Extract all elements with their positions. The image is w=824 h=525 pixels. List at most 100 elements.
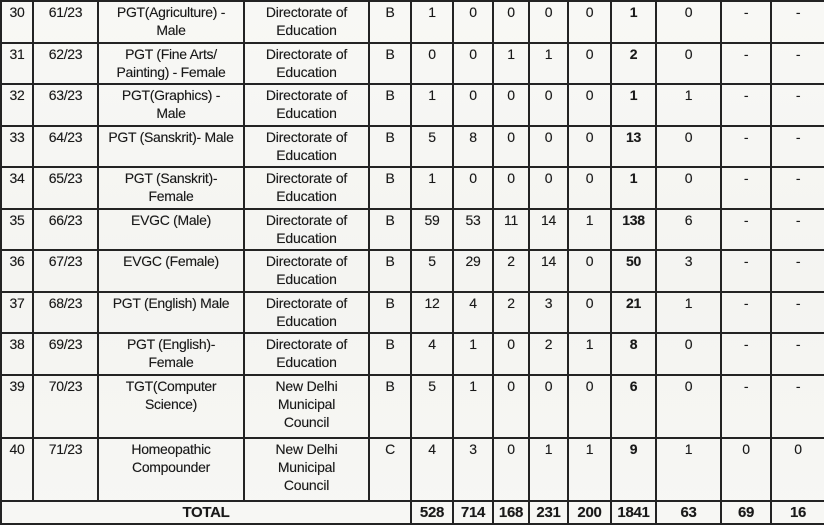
serial-number-cell: 37 [0,290,34,335]
count-cell-9: - [770,83,824,127]
department-cell: Directorate of Education [243,290,370,335]
post-name-cell: PGT (Fine Arts/ Painting) - Female [97,41,245,86]
post-name-cell: PGT (Sanskrit)- Female [97,166,245,210]
serial-number-cell: 34 [0,166,34,210]
row-total-cell: 2 [610,41,657,86]
count-cell-2: 0 [452,83,494,127]
count-cell-7: 0 [655,166,722,210]
post-code-cell: 70/23 [32,373,99,439]
count-cell-9: - [770,166,824,210]
group-cell: B [368,249,412,293]
post-name-cell: PGT (Sanskrit)- Male [97,124,245,169]
count-cell-2: 4 [452,290,494,335]
count-cell-1: 12 [410,290,454,335]
count-cell-8: - [720,0,772,44]
row-total-cell: 1 [610,166,657,210]
count-cell-7: 6 [655,207,722,252]
group-cell: B [368,332,412,376]
count-cell-7: 1 [655,83,722,127]
count-cell-8: - [720,41,772,86]
serial-number-cell: 33 [0,124,34,169]
count-cell-3: 11 [492,207,530,252]
count-cell-1: 1 [410,83,454,127]
post-code-cell: 64/23 [32,124,99,169]
count-cell-2: 53 [452,207,494,252]
group-cell: B [368,124,412,169]
count-cell-3: 0 [492,166,530,210]
total-label-cell: TOTAL [0,499,412,525]
table-row: 38 69/23 PGT (English)- Female Directora… [0,332,824,376]
count-cell-9: - [770,207,824,252]
group-cell: B [368,41,412,86]
grand-total-cell-3: 168 [492,499,530,525]
count-cell-9: - [770,249,824,293]
count-cell-1: 4 [410,332,454,376]
count-cell-9: - [770,373,824,439]
serial-number-cell: 36 [0,249,34,293]
count-cell-4: 1 [528,41,569,86]
count-cell-2: 29 [452,249,494,293]
serial-number-cell: 40 [0,436,34,502]
serial-number-cell: 38 [0,332,34,376]
count-cell-3: 0 [492,332,530,376]
department-cell: Directorate of Education [243,207,370,252]
post-name-cell: EVGC (Female) [97,249,245,293]
count-cell-8: - [720,207,772,252]
count-cell-4: 0 [528,166,569,210]
count-cell-4: 14 [528,249,569,293]
count-cell-7: 0 [655,332,722,376]
table-row: 34 65/23 PGT (Sanskrit)- Female Director… [0,166,824,210]
post-code-cell: 65/23 [32,166,99,210]
grand-total-cell: 1841 [610,499,657,525]
count-cell-7: 0 [655,373,722,439]
group-cell: B [368,207,412,252]
count-cell-5: 0 [567,83,612,127]
count-cell-8: - [720,166,772,210]
count-cell-4: 14 [528,207,569,252]
group-cell: B [368,166,412,210]
post-name-cell: EVGC (Male) [97,207,245,252]
group-cell: B [368,373,412,439]
group-cell: C [368,436,412,502]
count-cell-5: 0 [567,41,612,86]
department-cell: Directorate of Education [243,249,370,293]
post-code-cell: 68/23 [32,290,99,335]
table-row: 36 67/23 EVGC (Female) Directorate of Ed… [0,249,824,293]
grand-total-cell-9: 16 [770,499,824,525]
department-cell: Directorate of Education [243,0,370,44]
post-code-cell: 62/23 [32,41,99,86]
serial-number-cell: 31 [0,41,34,86]
serial-number-cell: 32 [0,83,34,127]
count-cell-7: 1 [655,290,722,335]
group-cell: B [368,83,412,127]
count-cell-3: 0 [492,124,530,169]
count-cell-8: - [720,290,772,335]
post-name-cell: PGT (English)- Female [97,332,245,376]
department-cell: New Delhi Municipal Council [243,373,370,439]
grand-total-cell-2: 714 [452,499,494,525]
count-cell-7: 1 [655,436,722,502]
post-name-cell: PGT(Graphics) - Male [97,83,245,127]
count-cell-7: 0 [655,41,722,86]
count-cell-1: 4 [410,436,454,502]
count-cell-3: 0 [492,436,530,502]
count-cell-5: 1 [567,207,612,252]
grand-total-cell-8: 69 [720,499,772,525]
count-cell-3: 0 [492,373,530,439]
group-cell: B [368,0,412,44]
row-total-cell: 13 [610,124,657,169]
count-cell-3: 0 [492,0,530,44]
post-code-cell: 71/23 [32,436,99,502]
count-cell-4: 0 [528,124,569,169]
count-cell-1: 5 [410,249,454,293]
table-row: 39 70/23 TGT(Computer Science) New Delhi… [0,373,824,439]
count-cell-1: 5 [410,124,454,169]
count-cell-2: 0 [452,41,494,86]
count-cell-9: - [770,41,824,86]
count-cell-5: 1 [567,436,612,502]
table-row: 32 63/23 PGT(Graphics) - Male Directorat… [0,83,824,127]
count-cell-5: 0 [567,290,612,335]
row-total-cell: 1 [610,83,657,127]
count-cell-4: 1 [528,436,569,502]
